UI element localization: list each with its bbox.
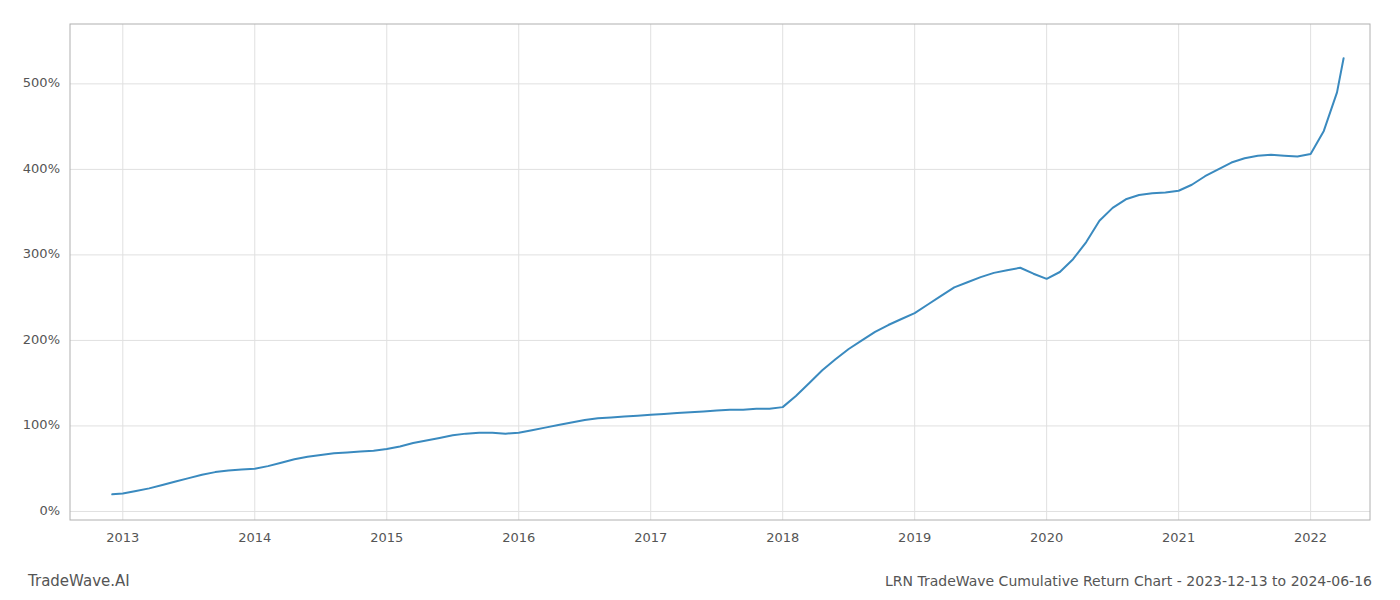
x-tick-label: 2022 — [1294, 530, 1327, 545]
axes: 0% 100% 200% 300% 400% 500% 2013 2014 2015 2016 20… — [23, 24, 1370, 545]
x-tick-label: 2021 — [1162, 530, 1195, 545]
background — [0, 0, 1400, 600]
x-grid-line — [1046, 24, 1047, 520]
x-grid-line — [386, 24, 387, 520]
series-group — [112, 58, 1343, 494]
y-grid-line — [70, 83, 1370, 84]
x-grid-line — [254, 24, 255, 520]
y-grid-line — [70, 169, 1370, 170]
x-grid-line — [1310, 24, 1311, 520]
x-grid-line — [782, 24, 783, 520]
x-tick-label: 2013 — [106, 530, 139, 545]
x-tick-label: 2017 — [634, 530, 667, 545]
chart-title: LRN TradeWave Cumulative Return Chart - … — [885, 573, 1372, 589]
y-tick-label: 500% — [23, 75, 60, 90]
y-tick-label: 0% — [39, 503, 60, 518]
x-tick-label: 2019 — [898, 530, 931, 545]
y-tick-label: 400% — [23, 161, 60, 176]
x-tick-label: 2018 — [766, 530, 799, 545]
x-grid-line — [1178, 24, 1179, 520]
y-tick-label: 100% — [23, 417, 60, 432]
x-grid-line — [914, 24, 915, 520]
x-tick-label: 2014 — [238, 530, 271, 545]
x-grid-line — [518, 24, 519, 520]
x-grid-line — [650, 24, 651, 520]
chart-container: 0% 100% 200% 300% 400% 500% 2013 2014 2015 2016 20… — [0, 0, 1400, 600]
grid — [70, 24, 1370, 520]
watermark: TradeWave.AI — [27, 572, 130, 590]
x-grid-line — [122, 24, 123, 520]
y-grid-line — [70, 340, 1370, 341]
y-grid-line — [70, 511, 1370, 512]
y-grid-line — [70, 254, 1370, 255]
plot-frame — [70, 24, 1370, 520]
x-tick-label: 2016 — [502, 530, 535, 545]
y-tick-label: 200% — [23, 332, 60, 347]
y-grid-line — [70, 425, 1370, 426]
y-tick-label: 300% — [23, 246, 60, 261]
chart-svg: 0% 100% 200% 300% 400% 500% 2013 2014 2015 2016 20… — [0, 0, 1400, 600]
data-line — [112, 58, 1343, 494]
x-tick-label: 2015 — [370, 530, 403, 545]
x-tick-label: 2020 — [1030, 530, 1063, 545]
